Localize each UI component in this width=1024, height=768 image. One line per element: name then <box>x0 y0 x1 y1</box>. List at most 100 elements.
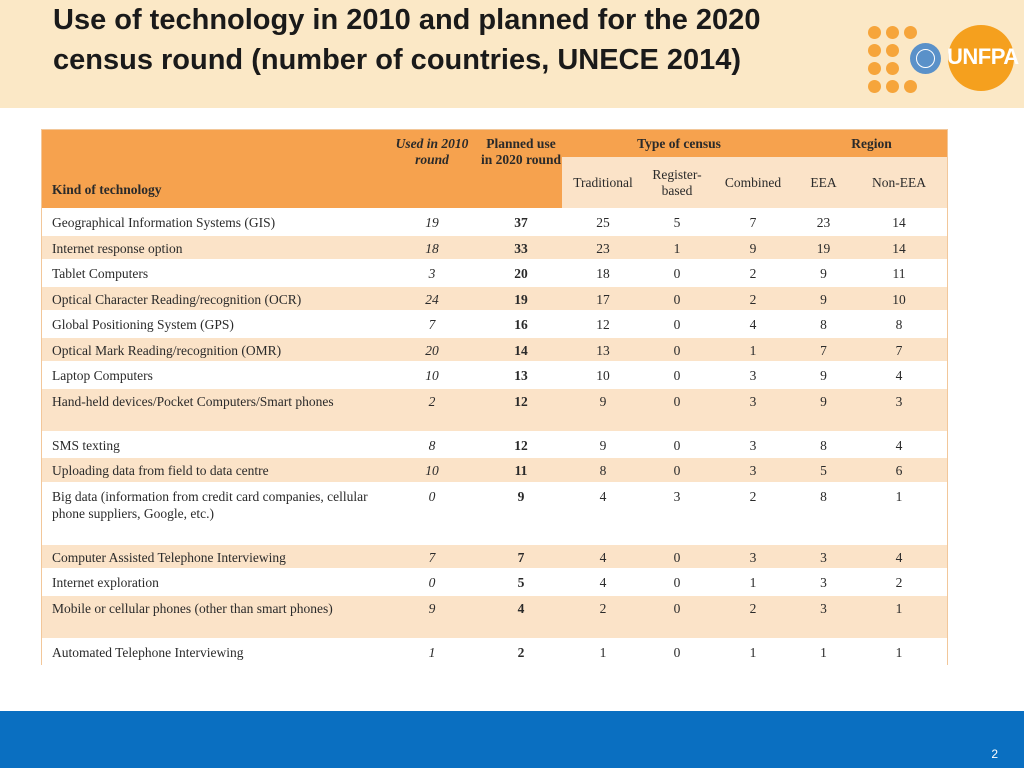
table-row: Uploading data from field to data centre… <box>42 458 947 484</box>
row-combined: 2 <box>710 286 796 312</box>
row-traditional: 10 <box>562 363 644 389</box>
table-row: Optical Mark Reading/recognition (OMR) 20… <box>42 337 947 363</box>
unfpa-dot-grid-icon <box>868 26 881 39</box>
row-planned-2020: 4 <box>480 595 562 640</box>
title-band: Use of technology in 2010 and planned fo… <box>0 0 1024 108</box>
row-kind-of-technology: Mobile or cellular phones (other than sm… <box>42 595 384 640</box>
row-kind-of-technology: Internet exploration <box>42 570 384 596</box>
table-row: Internet exploration 0 5 4 0 1 3 2 <box>42 570 947 596</box>
row-traditional: 2 <box>562 595 644 640</box>
row-kind-of-technology: Computer Assisted Telephone Interviewing <box>42 544 384 570</box>
row-traditional: 8 <box>562 458 644 484</box>
table-row: Big data (information from credit card c… <box>42 483 947 545</box>
row-eea: 23 <box>796 210 851 236</box>
row-eea: 8 <box>796 432 851 458</box>
row-planned-2020: 7 <box>480 544 562 570</box>
header-register-based: Register-based <box>644 157 710 210</box>
row-used-2010: 8 <box>384 432 480 458</box>
row-non-eea: 1 <box>851 639 947 665</box>
row-planned-2020: 14 <box>480 337 562 363</box>
row-register-based: 0 <box>644 337 710 363</box>
footer-band: 2 <box>0 711 1024 768</box>
row-eea: 9 <box>796 261 851 287</box>
row-traditional: 18 <box>562 261 644 287</box>
row-register-based: 0 <box>644 388 710 433</box>
row-used-2010: 1 <box>384 639 480 665</box>
row-combined: 2 <box>710 483 796 545</box>
row-combined: 1 <box>710 337 796 363</box>
table-row: Computer Assisted Telephone Interviewing… <box>42 544 947 570</box>
header-type-of-census: Type of census <box>562 130 796 157</box>
row-kind-of-technology: Internet response option <box>42 235 384 261</box>
row-planned-2020: 11 <box>480 458 562 484</box>
row-combined: 9 <box>710 235 796 261</box>
row-register-based: 0 <box>644 570 710 596</box>
row-planned-2020: 37 <box>480 210 562 236</box>
unfpa-dot-grid-icon <box>868 80 881 93</box>
row-kind-of-technology: Global Positioning System (GPS) <box>42 312 384 338</box>
unfpa-dot-grid-icon <box>868 62 881 75</box>
row-planned-2020: 2 <box>480 639 562 665</box>
table-row: Laptop Computers 10 13 10 0 3 9 4 <box>42 363 947 389</box>
row-register-based: 0 <box>644 458 710 484</box>
unfpa-dot-grid-icon <box>886 80 899 93</box>
row-non-eea: 4 <box>851 544 947 570</box>
table-row: Global Positioning System (GPS) 7 16 12 0 4 8 8 <box>42 312 947 338</box>
row-register-based: 5 <box>644 210 710 236</box>
row-non-eea: 2 <box>851 570 947 596</box>
row-traditional: 17 <box>562 286 644 312</box>
row-non-eea: 1 <box>851 595 947 640</box>
logo-disc <box>948 25 1014 91</box>
row-kind-of-technology: Automated Telephone Interviewing <box>42 639 384 665</box>
row-used-2010: 7 <box>384 544 480 570</box>
page-number: 2 <box>991 747 998 761</box>
row-used-2010: 20 <box>384 337 480 363</box>
row-used-2010: 18 <box>384 235 480 261</box>
row-planned-2020: 9 <box>480 483 562 545</box>
row-used-2010: 10 <box>384 458 480 484</box>
row-eea: 9 <box>796 363 851 389</box>
row-non-eea: 3 <box>851 388 947 433</box>
row-eea: 9 <box>796 286 851 312</box>
row-eea: 8 <box>796 483 851 545</box>
header-traditional: Traditional <box>562 157 644 210</box>
header-non-eea: Non-EEA <box>851 157 947 210</box>
row-traditional: 4 <box>562 483 644 545</box>
row-kind-of-technology: Laptop Computers <box>42 363 384 389</box>
header-region: Region <box>796 130 947 157</box>
row-combined: 7 <box>710 210 796 236</box>
un-emblem-icon <box>910 43 941 74</box>
row-traditional: 23 <box>562 235 644 261</box>
row-kind-of-technology: Optical Mark Reading/recognition (OMR) <box>42 337 384 363</box>
row-planned-2020: 16 <box>480 312 562 338</box>
table-row: Mobile or cellular phones (other than sm… <box>42 595 947 640</box>
row-kind-of-technology: Hand-held devices/Pocket Computers/Smart… <box>42 388 384 433</box>
technology-table-container: Kind of technology Used in 2010 round Pl… <box>42 130 947 665</box>
row-eea: 3 <box>796 595 851 640</box>
row-planned-2020: 12 <box>480 432 562 458</box>
header-used-2010: Used in 2010 round <box>384 130 480 210</box>
table-row: Automated Telephone Interviewing 1 2 1 0 1 1 1 <box>42 639 947 665</box>
row-planned-2020: 19 <box>480 286 562 312</box>
row-traditional: 12 <box>562 312 644 338</box>
header-planned-2020: Planned use in 2020 round <box>480 130 562 210</box>
row-combined: 3 <box>710 432 796 458</box>
unfpa-dot-grid-icon <box>886 26 899 39</box>
unfpa-logo: UNFPA <box>866 22 1019 94</box>
unfpa-dot-grid-icon <box>904 80 917 93</box>
row-combined: 3 <box>710 363 796 389</box>
row-eea: 5 <box>796 458 851 484</box>
row-non-eea: 7 <box>851 337 947 363</box>
table-row: Tablet Computers 3 20 18 0 2 9 11 <box>42 261 947 287</box>
row-non-eea: 10 <box>851 286 947 312</box>
row-non-eea: 1 <box>851 483 947 545</box>
unfpa-dot-grid-icon <box>904 26 917 39</box>
row-used-2010: 0 <box>384 483 480 545</box>
row-eea: 9 <box>796 388 851 433</box>
row-register-based: 0 <box>644 544 710 570</box>
row-register-based: 0 <box>644 595 710 640</box>
row-non-eea: 14 <box>851 235 947 261</box>
row-combined: 3 <box>710 388 796 433</box>
unfpa-dot-grid-icon <box>886 44 899 57</box>
row-kind-of-technology: Geographical Information Systems (GIS) <box>42 210 384 236</box>
